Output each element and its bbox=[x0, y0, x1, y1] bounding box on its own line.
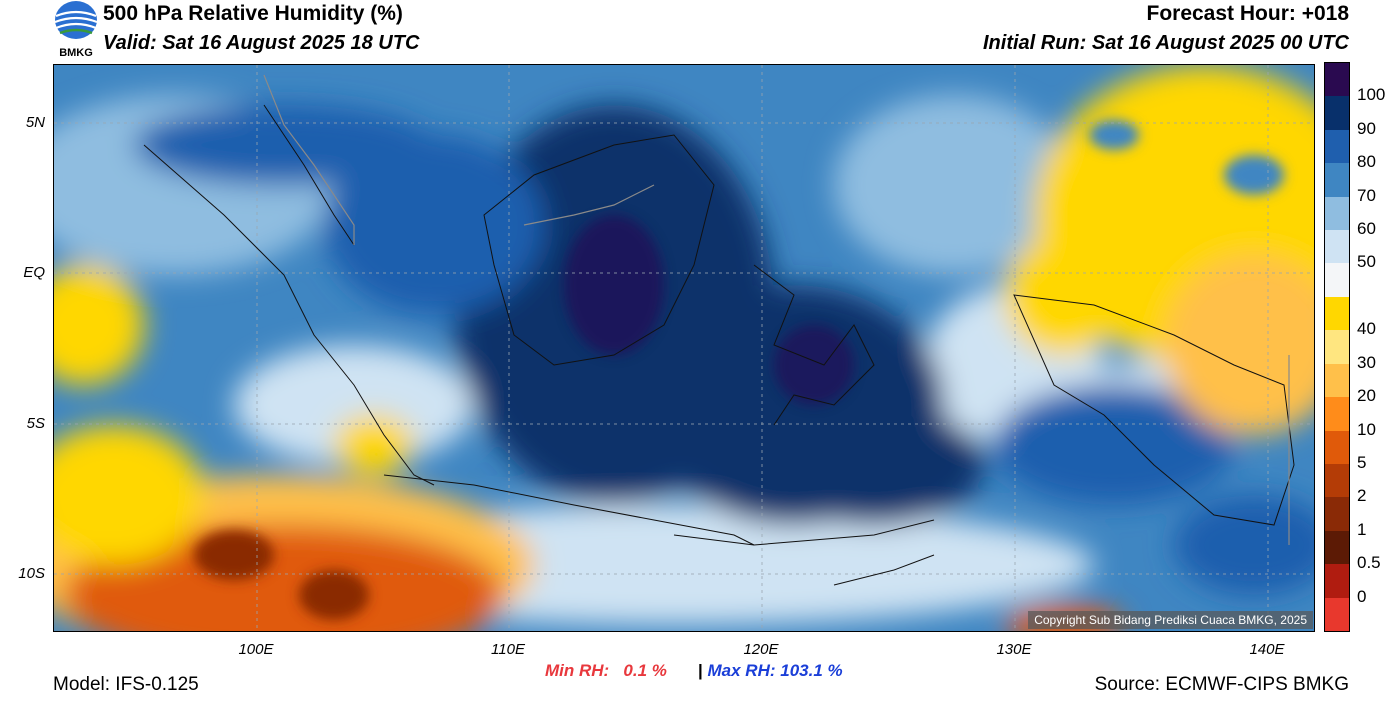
colorbar-label: 100 bbox=[1357, 85, 1386, 105]
valid-time: Valid: Sat 16 August 2025 18 UTC bbox=[103, 32, 420, 54]
min-rh-value: 0.1 % bbox=[623, 661, 667, 680]
lon-label-110e: 110E bbox=[491, 641, 525, 658]
colorbar-label: 1 bbox=[1357, 519, 1367, 539]
max-rh-label: Max RH: bbox=[707, 661, 776, 680]
colorbar-label: 30 bbox=[1357, 352, 1376, 372]
colorbar-segment bbox=[1325, 230, 1349, 264]
stat-separator: | bbox=[698, 661, 703, 680]
colorbar-segment bbox=[1325, 296, 1349, 331]
colorbar-label: 0 bbox=[1357, 586, 1367, 606]
colorbar-label: 20 bbox=[1357, 386, 1376, 406]
colorbar-label: 60 bbox=[1357, 219, 1376, 239]
colorbar-label: 80 bbox=[1357, 152, 1376, 172]
colorbar-label: 40 bbox=[1357, 319, 1376, 339]
colorbar-segment bbox=[1325, 129, 1349, 164]
min-rh: Min RH: 0.1 % bbox=[545, 661, 667, 681]
colorbar-segment bbox=[1325, 530, 1349, 565]
max-rh: | Max RH: 103.1 % bbox=[698, 661, 843, 681]
chart-title: 500 hPa Relative Humidity (%) bbox=[103, 2, 403, 25]
lon-label-120e: 120E bbox=[743, 641, 779, 658]
initial-run: Initial Run: Sat 16 August 2025 00 UTC bbox=[982, 32, 1349, 54]
source-info: Source: ECMWF-CIPS BMKG bbox=[1094, 674, 1349, 695]
min-rh-label: Min RH: bbox=[545, 661, 610, 680]
colorbar-label: 10 bbox=[1357, 419, 1376, 439]
colorbar-segment bbox=[1325, 463, 1349, 498]
colorbar-segment bbox=[1325, 564, 1349, 599]
forecast-hour: Forecast Hour: +018 bbox=[1146, 2, 1350, 25]
bmkg-logo: BMKG bbox=[50, 0, 102, 60]
colorbar-label: 70 bbox=[1357, 185, 1376, 205]
colorbar-segment bbox=[1325, 330, 1349, 365]
colorbar-segment bbox=[1325, 397, 1349, 432]
model-info: Model: IFS-0.125 bbox=[53, 674, 199, 695]
colorbar-segment bbox=[1325, 430, 1349, 465]
colorbar-segment bbox=[1325, 96, 1349, 131]
lon-label-130e: 130E bbox=[996, 641, 1032, 658]
colorbar-segment bbox=[1325, 363, 1349, 398]
colorbar-segment bbox=[1325, 196, 1349, 231]
max-rh-value: 103.1 % bbox=[780, 661, 843, 680]
colorbar-segment bbox=[1325, 163, 1349, 198]
copyright-note: Copyright Sub Bidang Prediksi Cuaca BMKG… bbox=[1028, 611, 1313, 629]
colorbar-label: 2 bbox=[1357, 486, 1367, 506]
humidity-map bbox=[53, 64, 1315, 632]
lon-label-140e: 140E bbox=[1249, 641, 1285, 658]
colorbar-label: 90 bbox=[1357, 118, 1376, 138]
colorbar bbox=[1324, 62, 1350, 632]
colorbar-segment bbox=[1325, 597, 1349, 632]
lat-label-5n: 5N bbox=[25, 114, 45, 131]
colorbar-label: 5 bbox=[1357, 452, 1367, 472]
lat-label-10s: 10S bbox=[18, 565, 45, 582]
colorbar-label: 50 bbox=[1357, 252, 1376, 272]
colorbar-label: 0.5 bbox=[1357, 553, 1381, 573]
colorbar-segment bbox=[1325, 263, 1349, 298]
colorbar-segment bbox=[1325, 497, 1349, 532]
logo-text: BMKG bbox=[59, 47, 93, 59]
lon-label-100e: 100E bbox=[238, 641, 274, 658]
colorbar-segment bbox=[1325, 63, 1349, 97]
lat-label-5s: 5S bbox=[26, 415, 45, 432]
lat-label-eq: EQ bbox=[23, 264, 45, 281]
